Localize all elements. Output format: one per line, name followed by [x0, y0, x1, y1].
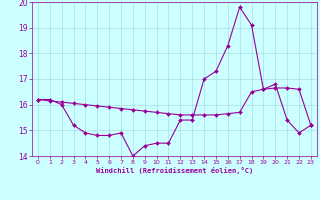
X-axis label: Windchill (Refroidissement éolien,°C): Windchill (Refroidissement éolien,°C) — [96, 167, 253, 174]
